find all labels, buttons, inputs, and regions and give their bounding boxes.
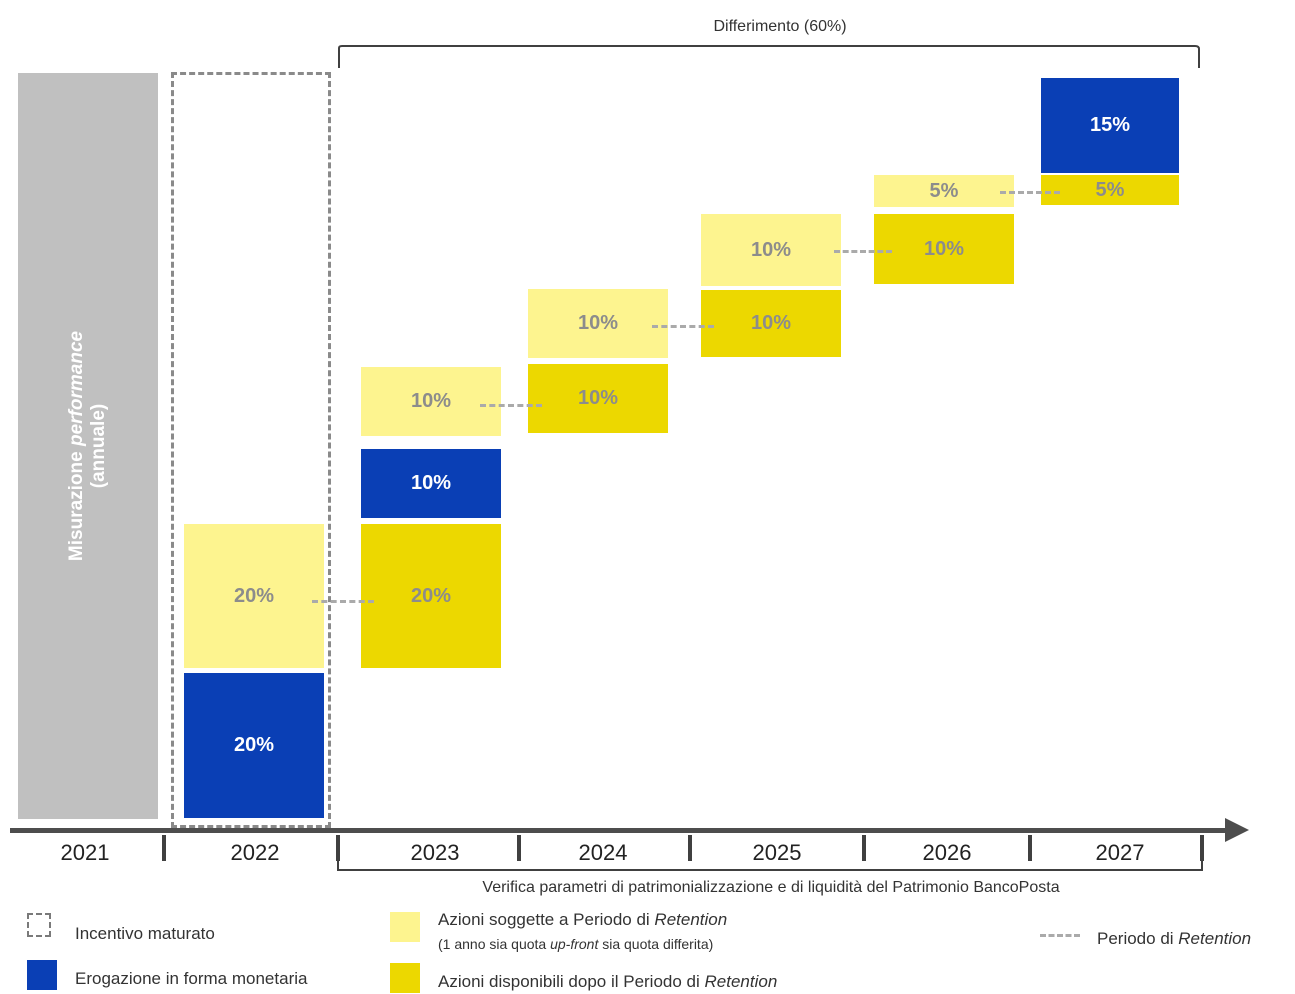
year-label-2025: 2025 [752,840,802,865]
box-2026-retention-shares: 5% [874,175,1014,207]
retention-connector-2022-2023 [312,600,374,603]
legend-retention-period-label: Periodo di Retention [1097,929,1252,948]
legend-retention-shares-label: Azioni soggette a Periodo di Retention [438,910,728,929]
box-2025-retention-shares: 10% [701,214,841,286]
legend-retention-shares-note: (1 anno sia quota up-front sia quota dif… [438,936,714,952]
year-separator [1028,835,1032,861]
year-label-2022: 2022 [230,840,280,865]
performance-measurement-label: Misurazione performance (annuale) [66,330,109,562]
deferral-label: Differimento (60%) [713,18,847,35]
box-2023-retention-shares: 10% [361,367,501,436]
legend-retention-period-swatch [1040,934,1080,937]
verification-bracket [337,858,1203,871]
retention-connector-2023-2024 [480,404,542,407]
verification-note: Verifica parametri di patrimonializzazio… [482,879,1060,896]
year-label-2024: 2024 [578,840,628,865]
box-2027-available-shares: 5% [1041,175,1179,205]
timeline-axis [10,828,1230,833]
retention-connector-2024-2025 [652,325,714,328]
year-label-2026: 2026 [922,840,972,865]
year-label-2023: 2023 [410,840,460,865]
year-separator [162,835,166,861]
legend-retention-shares-swatch [390,912,420,942]
legend-accrued-swatch [27,913,51,937]
legend-accrued-label: Incentivo maturato [75,924,215,943]
box-2023-cash: 10% [361,449,501,518]
deferral-bracket [338,45,1200,68]
box-2024-retention-shares: 10% [528,289,668,358]
legend-available-shares-label: Azioni disponibili dopo il Periodo di Re… [438,972,778,991]
year-separator [688,835,692,861]
retention-connector-2026-2027 [1000,191,1060,194]
year-label-2027: 2027 [1095,840,1145,865]
year-separator [336,835,340,861]
year-separator [862,835,866,861]
box-2025-available-shares: 10% [701,290,841,357]
box-2027-cash: 15% [1041,78,1179,173]
legend-available-shares-swatch [390,963,420,993]
year-label-2021: 2021 [60,840,110,865]
box-2024-available-shares: 10% [528,364,668,433]
year-separator [517,835,521,861]
legend-cash-swatch [27,960,57,990]
performance-measurement-bar: Misurazione performance (annuale) [18,73,158,819]
box-2022-cash: 20% [184,673,324,818]
legend-cash-label: Erogazione in forma monetaria [75,969,308,988]
box-2022-retention-shares: 20% [184,524,324,668]
box-2026-available-shares: 10% [874,214,1014,284]
box-2023-available-shares: 20% [361,524,501,668]
timeline-arrow-icon [1225,818,1249,842]
accrued-incentive-frame [171,72,331,828]
year-separator [1200,835,1204,861]
retention-connector-2025-2026 [834,250,892,253]
